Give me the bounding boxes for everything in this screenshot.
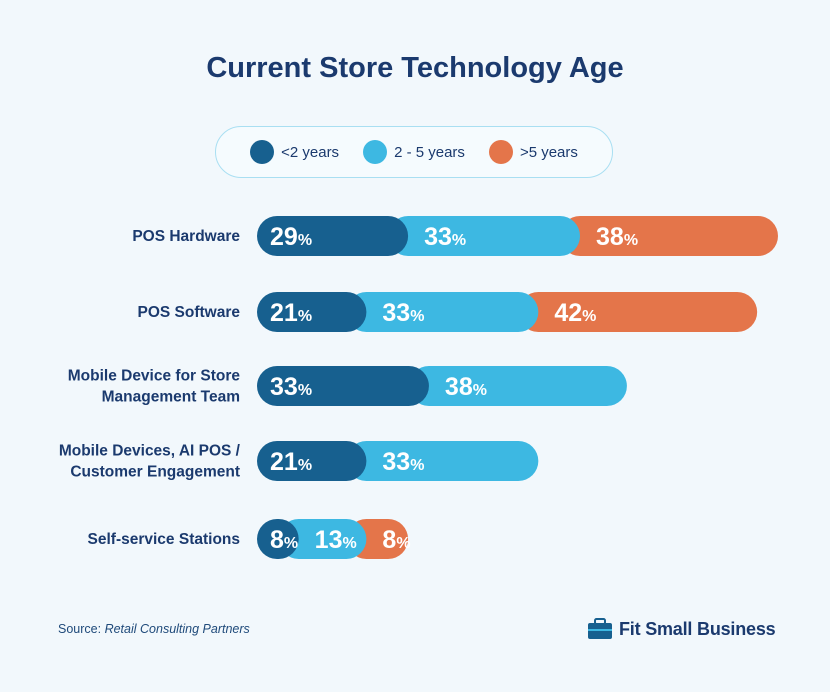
value-suffix: % bbox=[298, 308, 312, 325]
value-suffix: % bbox=[396, 535, 410, 552]
briefcase-icon bbox=[588, 618, 612, 639]
bar-segment-series-1 bbox=[388, 216, 581, 256]
category-label: Mobile Device for Store Management Team bbox=[68, 368, 241, 406]
bar-segment-series-1 bbox=[346, 441, 539, 481]
value-label: 21% bbox=[270, 299, 312, 327]
value-suffix: % bbox=[624, 232, 638, 249]
legend-swatch-gt5 bbox=[488, 140, 513, 164]
value-label: 33% bbox=[424, 223, 466, 251]
bar-segment-series-0 bbox=[257, 216, 409, 256]
category-label: POS Hardware bbox=[132, 228, 240, 245]
value-number: 33 bbox=[382, 448, 410, 476]
legend-label-gt5: >5 years bbox=[519, 143, 578, 161]
chart-title: Current Store Technology Age bbox=[206, 52, 624, 84]
value-number: 42 bbox=[554, 299, 582, 327]
legend: <2 years 2 - 5 years >5 years bbox=[215, 126, 613, 178]
bar-segment-series-0 bbox=[257, 519, 299, 559]
category-label-line: POS Software bbox=[138, 304, 241, 321]
category-label: POS Software bbox=[138, 304, 241, 321]
value-number: 29 bbox=[270, 223, 298, 251]
value-number: 38 bbox=[596, 223, 624, 251]
legend-swatch-lt2 bbox=[250, 140, 275, 164]
category-label-line: Customer Engagement bbox=[70, 464, 240, 481]
value-number: 33 bbox=[382, 299, 410, 327]
value-suffix: % bbox=[410, 308, 424, 325]
value-label: 8% bbox=[382, 526, 410, 554]
value-suffix: % bbox=[298, 382, 312, 399]
value-label: 38% bbox=[445, 373, 487, 401]
value-suffix: % bbox=[342, 535, 356, 552]
category-label-line: POS Hardware bbox=[132, 228, 240, 245]
value-suffix: % bbox=[473, 382, 487, 399]
value-number: 13 bbox=[315, 526, 343, 554]
value-suffix: % bbox=[452, 232, 466, 249]
value-suffix: % bbox=[298, 457, 312, 474]
value-label: 33% bbox=[382, 299, 424, 327]
legend-label-lt2: <2 years bbox=[281, 143, 340, 161]
bar-segment-series-0 bbox=[257, 366, 429, 406]
bar-segment-series-0 bbox=[257, 441, 367, 481]
category-label-line: Management Team bbox=[102, 389, 240, 406]
value-label: 33% bbox=[270, 373, 312, 401]
category-label-line: Mobile Device for Store bbox=[68, 368, 241, 385]
bar-row: POS Hardware 29% 33% 38% bbox=[132, 216, 778, 256]
brand-logo: Fit Small Business bbox=[587, 618, 776, 640]
value-number: 8 bbox=[270, 526, 284, 554]
brand-name: Fit Small Business bbox=[619, 618, 776, 639]
value-suffix: % bbox=[284, 535, 298, 552]
legend-swatch-mid bbox=[363, 140, 388, 164]
value-label: 21% bbox=[270, 448, 312, 476]
legend-item-lt2: <2 years bbox=[250, 140, 339, 164]
bar-segment-series-1 bbox=[278, 519, 367, 559]
value-suffix: % bbox=[410, 457, 424, 474]
value-suffix: % bbox=[298, 232, 312, 249]
bar-segment-series-1 bbox=[408, 366, 627, 406]
bar-row: POS Software 21% 33% 42% bbox=[138, 292, 758, 332]
value-label: 29% bbox=[270, 223, 312, 251]
bar-segment-series-2 bbox=[518, 292, 758, 332]
legend-label-mid: 2 - 5 years bbox=[394, 143, 465, 161]
value-suffix: % bbox=[582, 308, 596, 325]
legend-item-gt5: >5 years bbox=[488, 140, 578, 164]
category-label-line: Mobile Devices, AI POS / bbox=[59, 443, 241, 460]
bar-segment-series-1 bbox=[346, 292, 539, 332]
value-label: 42% bbox=[554, 299, 596, 327]
value-label: 38% bbox=[596, 223, 638, 251]
source-label: Source: bbox=[58, 622, 102, 636]
bar-row: Mobile Device for Store Management Team 33… bbox=[68, 366, 627, 406]
value-number: 38 bbox=[445, 373, 473, 401]
value-label: 8% bbox=[270, 526, 298, 554]
bar-segment-series-0 bbox=[257, 292, 367, 332]
source-name: Retail Consulting Partners bbox=[104, 622, 250, 636]
value-label: 33% bbox=[382, 448, 424, 476]
value-number: 21 bbox=[270, 448, 298, 476]
value-number: 8 bbox=[382, 526, 396, 554]
value-number: 21 bbox=[270, 299, 298, 327]
value-label: 13% bbox=[315, 526, 357, 554]
category-label: Self-service Stations bbox=[88, 531, 240, 548]
legend-item-mid: 2 - 5 years bbox=[363, 140, 465, 164]
bar-row: Self-service Stations 8% 13% 8% bbox=[88, 519, 411, 559]
source-note: Source: Retail Consulting Partners bbox=[58, 622, 250, 636]
category-label: Mobile Devices, AI POS / Customer Engagem… bbox=[59, 443, 241, 481]
bar-row: Mobile Devices, AI POS / Customer Engagem… bbox=[59, 441, 539, 481]
category-label-line: Self-service Stations bbox=[88, 531, 240, 548]
value-number: 33 bbox=[270, 373, 298, 401]
value-number: 33 bbox=[424, 223, 452, 251]
bar-segment-series-2 bbox=[560, 216, 778, 256]
